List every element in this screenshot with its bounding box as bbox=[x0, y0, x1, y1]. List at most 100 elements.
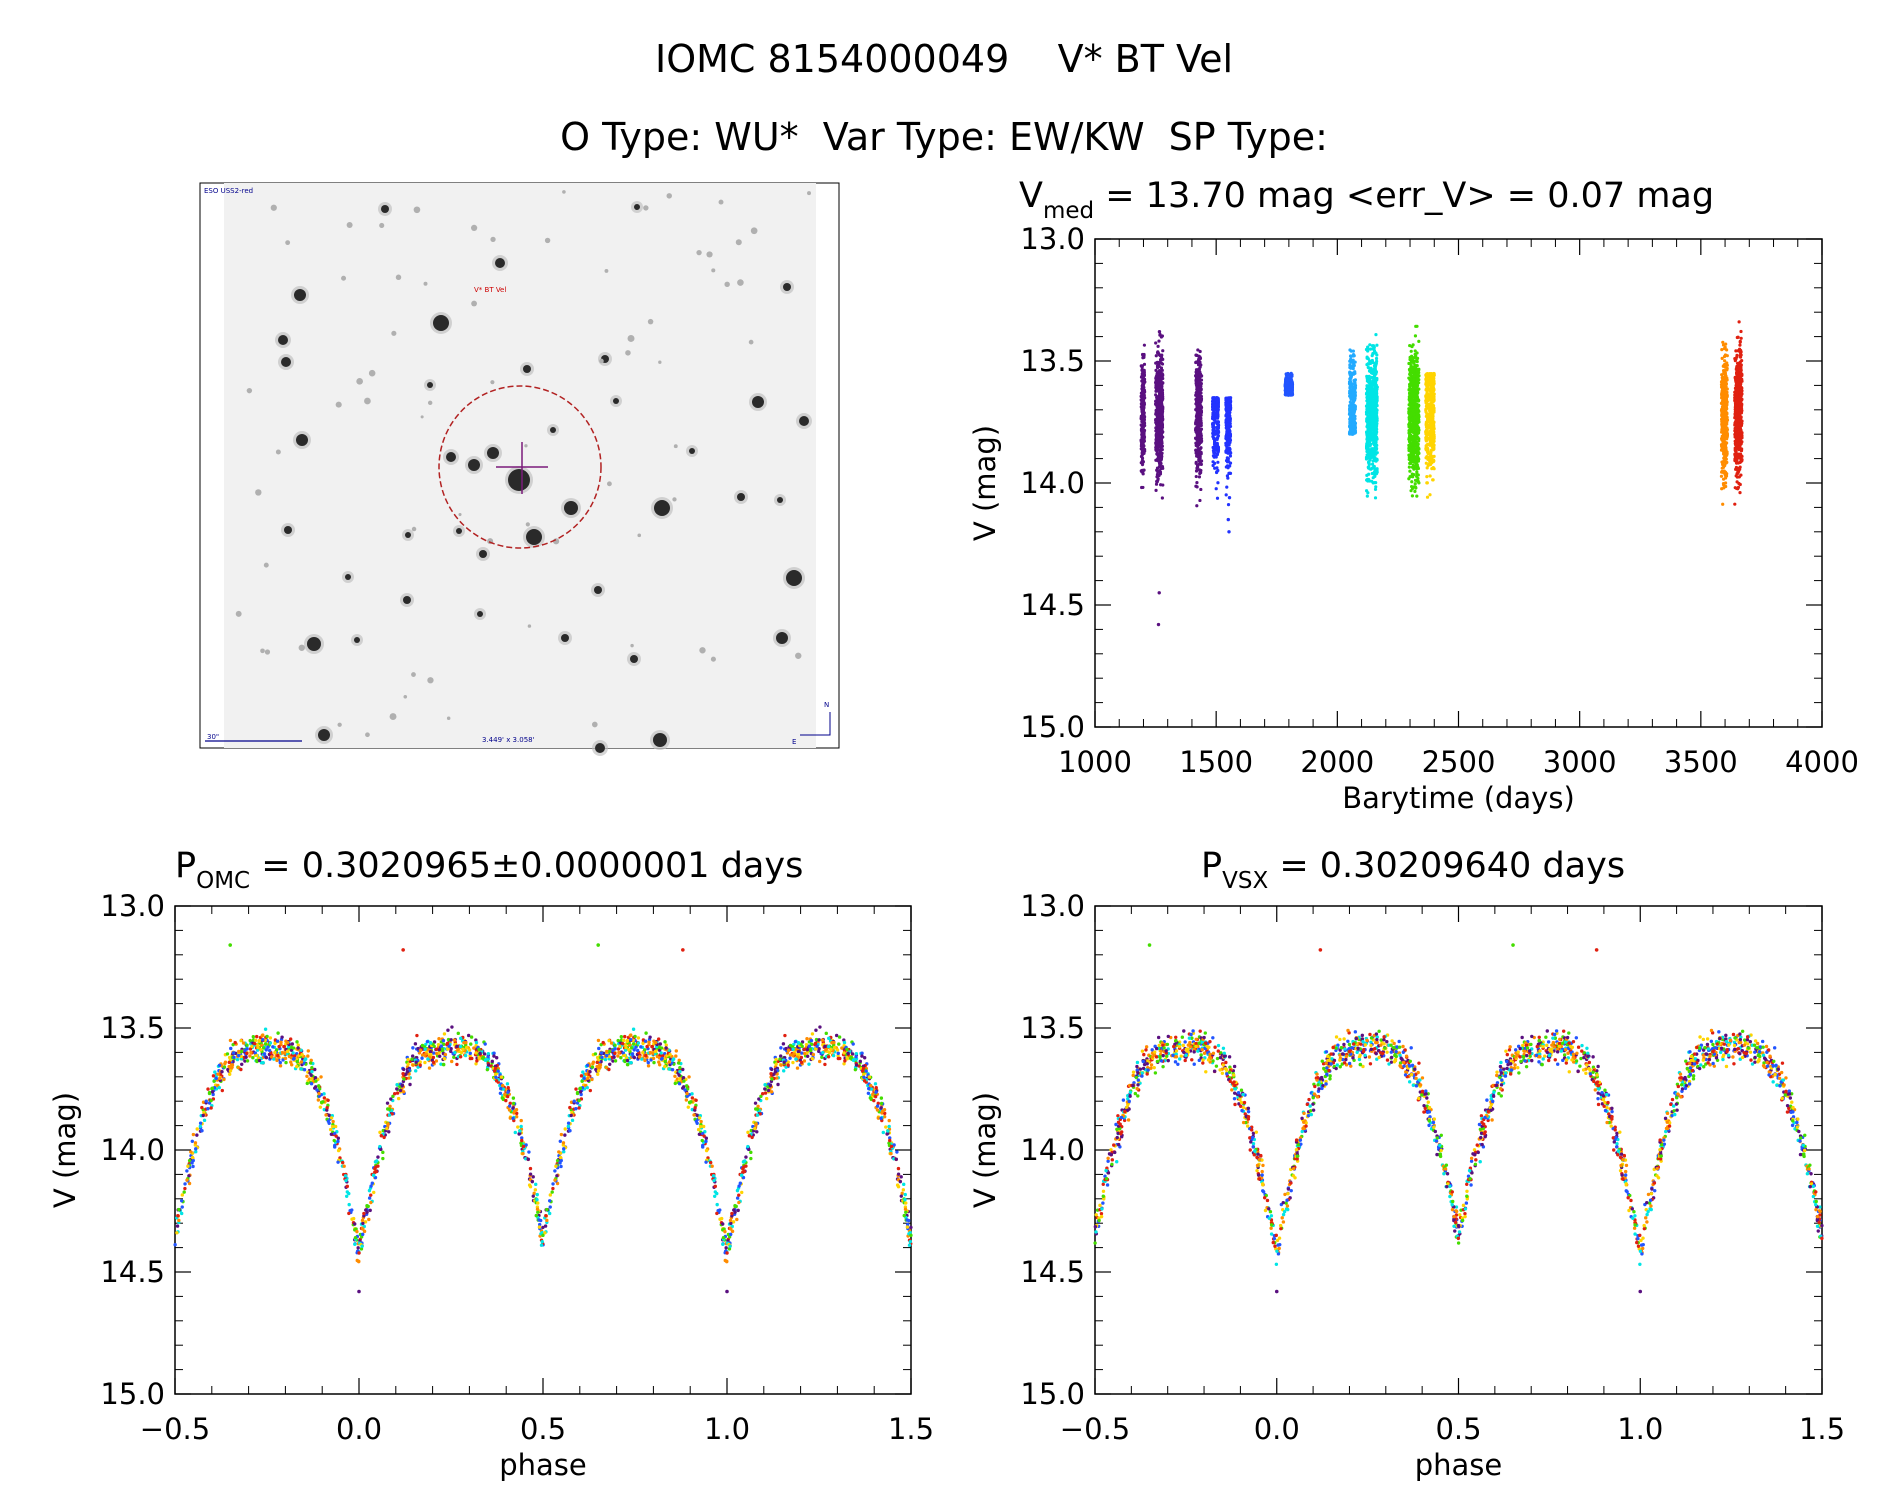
finder-faint-star bbox=[471, 300, 478, 307]
finder-star bbox=[634, 204, 640, 210]
light-curve-point bbox=[1156, 622, 1161, 627]
light-curve-point bbox=[1412, 473, 1416, 477]
light-curve-point bbox=[1141, 421, 1146, 425]
light-curve-point bbox=[1374, 390, 1379, 394]
light-curve-point bbox=[1348, 348, 1352, 352]
light-curve-point bbox=[1415, 359, 1419, 364]
light-curve-point bbox=[1141, 452, 1145, 456]
light-curve-xtick-label: 1000 bbox=[1058, 745, 1132, 779]
light-curve-point bbox=[1198, 363, 1202, 367]
light-curve-point bbox=[1198, 382, 1202, 386]
light-curve-point bbox=[1160, 368, 1164, 372]
finder-field-label: 3.449' x 3.058' bbox=[482, 736, 535, 744]
light-curve-point bbox=[1158, 469, 1162, 473]
finder-faint-star bbox=[630, 643, 634, 648]
light-curve-point bbox=[1373, 382, 1377, 386]
light-curve-point bbox=[1141, 425, 1145, 430]
phase-vsx-title-rest: = 0.30209640 days bbox=[1268, 846, 1625, 886]
light-curve-point bbox=[1417, 439, 1421, 443]
light-curve-point bbox=[1416, 479, 1420, 483]
light-curve-point bbox=[1195, 504, 1199, 508]
light-curve-point bbox=[1160, 444, 1164, 448]
light-curve-point bbox=[1415, 494, 1419, 498]
light-curve-point bbox=[1432, 394, 1436, 399]
light-curve-point bbox=[1214, 455, 1218, 459]
light-curve-point bbox=[1432, 387, 1436, 391]
light-curve-point bbox=[1140, 365, 1144, 370]
light-curve-point bbox=[1430, 382, 1434, 387]
finder-star bbox=[595, 743, 605, 753]
light-curve-point bbox=[1160, 417, 1164, 421]
light-curve-points bbox=[1139, 320, 1744, 627]
finder-faint-star bbox=[706, 251, 713, 258]
finder-faint-star bbox=[699, 647, 706, 654]
finder-star bbox=[284, 526, 292, 534]
light-curve-point bbox=[1413, 334, 1418, 338]
finder-faint-star bbox=[365, 732, 370, 738]
finder-faint-star bbox=[285, 240, 291, 246]
light-curve-point bbox=[1352, 392, 1356, 397]
light-curve-point bbox=[1371, 352, 1375, 356]
light-curve-point bbox=[1227, 471, 1231, 475]
finder-faint-star bbox=[672, 497, 677, 502]
light-curve-point bbox=[1430, 455, 1435, 459]
finder-faint-star bbox=[750, 227, 758, 235]
light-curve-point bbox=[1424, 395, 1429, 399]
phase-vsx-title-main: P bbox=[1201, 846, 1222, 886]
light-curve-point bbox=[1424, 400, 1428, 405]
light-curve-point bbox=[1157, 591, 1161, 595]
light-curve-point bbox=[1228, 440, 1232, 445]
finder-star bbox=[777, 497, 783, 503]
finder-star bbox=[783, 283, 791, 291]
light-curve-point bbox=[1415, 445, 1419, 449]
light-curve-point bbox=[1160, 399, 1164, 404]
light-curve-title-rest: = 13.70 mag <err_V> = 0.07 mag bbox=[1094, 176, 1714, 216]
light-curve-point bbox=[1413, 460, 1417, 465]
finder-faint-star bbox=[696, 249, 702, 256]
finder-faint-star bbox=[255, 489, 262, 496]
light-curve-point bbox=[1143, 447, 1147, 452]
finder-faint-star bbox=[748, 339, 754, 345]
light-curve-point bbox=[1410, 480, 1414, 484]
light-curve-point bbox=[1160, 465, 1165, 469]
finder-faint-star bbox=[591, 721, 598, 728]
light-curve-point bbox=[1413, 363, 1418, 367]
light-curve-point bbox=[1194, 460, 1198, 464]
light-curve-point bbox=[1374, 356, 1379, 361]
light-curve-point bbox=[1141, 387, 1145, 392]
light-curve-point bbox=[1200, 439, 1204, 443]
finder-faint-star bbox=[795, 652, 802, 659]
light-curve-point bbox=[1141, 371, 1145, 375]
finder-faint-star bbox=[718, 199, 724, 205]
finder-stars bbox=[235, 190, 812, 756]
light-curve-point bbox=[1430, 415, 1435, 419]
finder-image bbox=[224, 183, 816, 748]
light-curve-point bbox=[1417, 370, 1421, 375]
light-curve-point bbox=[1430, 438, 1434, 442]
light-curve-point bbox=[1216, 446, 1220, 450]
light-curve-xtick-label: 1500 bbox=[1179, 745, 1253, 779]
light-curve-point bbox=[1365, 494, 1369, 498]
light-curve-point bbox=[1415, 351, 1419, 355]
light-curve-point bbox=[1370, 358, 1374, 363]
light-curve-point bbox=[1155, 440, 1159, 444]
light-curve-point bbox=[1159, 385, 1163, 389]
light-curve-point bbox=[1159, 453, 1163, 458]
light-curve-point bbox=[1432, 407, 1436, 411]
light-curve-point bbox=[1348, 363, 1352, 368]
light-curve-point bbox=[1161, 376, 1165, 381]
finder-faint-star bbox=[379, 222, 385, 229]
finder-faint-star bbox=[275, 449, 281, 455]
finder-faint-star bbox=[458, 512, 462, 517]
light-curve-ytick-label: 13.0 bbox=[1020, 222, 1085, 256]
light-curve-point bbox=[1227, 412, 1231, 416]
light-curve-point bbox=[1161, 349, 1165, 353]
light-curve-title-main: V bbox=[1019, 176, 1043, 216]
light-curve-point bbox=[1158, 472, 1163, 476]
light-curve-title-sub: med bbox=[1043, 198, 1094, 224]
light-curve-point bbox=[1161, 435, 1165, 439]
light-curve-point bbox=[1226, 403, 1230, 407]
light-curve-point bbox=[1425, 481, 1429, 485]
light-curve-point bbox=[1225, 485, 1229, 489]
